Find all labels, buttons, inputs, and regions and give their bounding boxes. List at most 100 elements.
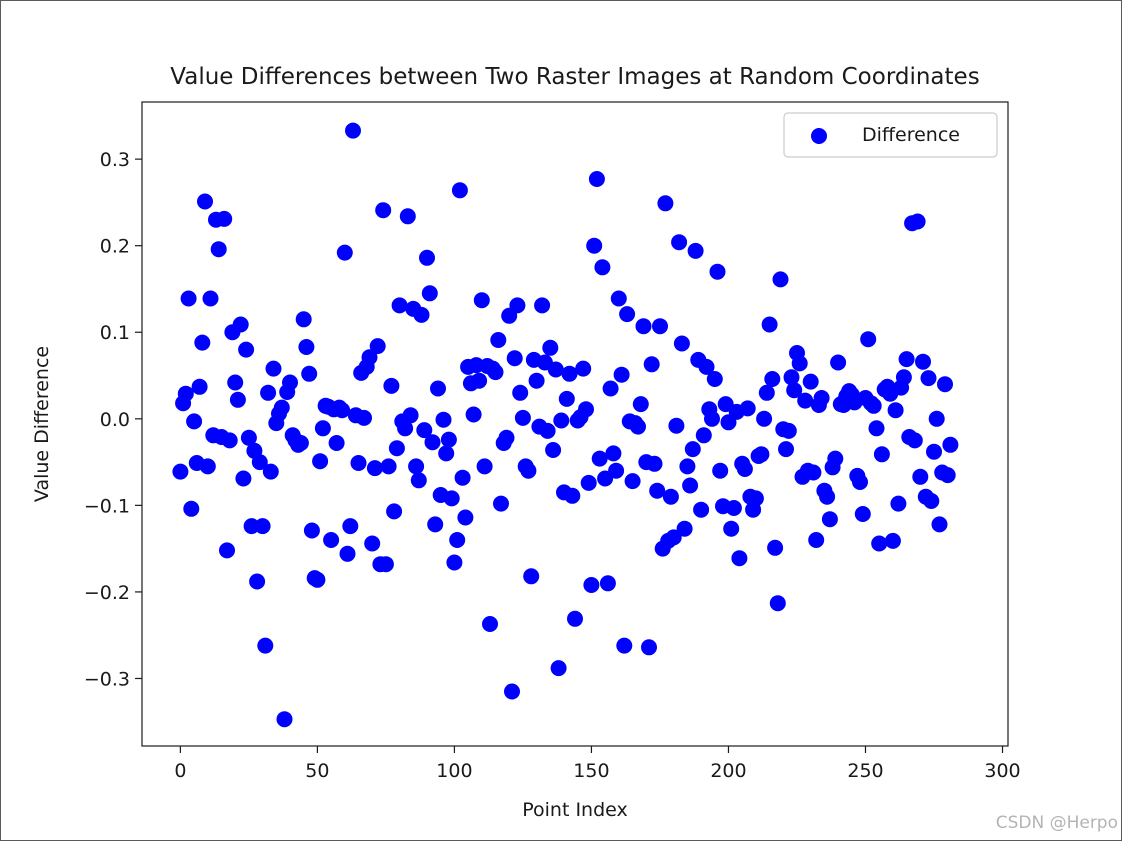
data-point [542,339,559,356]
data-point [736,461,753,477]
data-point [613,366,630,383]
data-point [361,349,378,366]
data-point [676,520,693,537]
data-point [594,259,611,276]
data-point [871,535,888,552]
data-point [402,407,419,424]
data-point [257,637,274,654]
data-point [591,450,608,467]
data-point [235,470,252,487]
data-point [558,390,575,407]
data-point [641,639,657,656]
data-point [652,318,668,335]
data-point [512,384,529,401]
data-point [528,372,545,389]
data-point [599,575,616,592]
data-point [350,455,367,471]
data-point [303,522,320,539]
legend: Difference [783,112,998,158]
data-point [884,532,901,549]
data-point [928,410,945,427]
data-point [854,506,871,522]
data-point [578,401,594,418]
data-point [328,435,345,451]
data-point [764,371,781,387]
data-point [791,355,808,372]
x-tick-label: 300 [984,760,1020,782]
watermark: CSDN @Herpo [995,813,1118,833]
data-point [251,454,268,471]
data-point [446,554,463,571]
data-point [509,297,526,314]
data-point [430,380,446,397]
data-point [698,358,715,375]
data-point [687,242,704,259]
data-point [942,436,959,453]
data-point [668,417,685,434]
data-point [561,365,578,382]
data-point [619,306,636,323]
data-point [575,360,592,377]
data-point [520,462,537,479]
data-point [314,420,331,437]
data-point [410,472,427,489]
data-point [723,520,740,537]
x-axis-label: Point Index [522,799,628,821]
data-point [909,213,926,230]
data-point [747,490,764,507]
data-point [440,431,457,448]
data-point [610,290,627,307]
data-point [786,382,803,399]
data-point [356,409,372,426]
data-point [939,467,956,484]
data-point [931,516,948,533]
data-point [260,384,277,401]
data-point [292,435,309,451]
data-point [915,353,931,370]
x-tick-label: 200 [710,760,746,782]
data-point [364,535,381,552]
data-point [923,493,940,509]
data-point [665,529,682,546]
y-tick-label: 0.1 [100,322,130,344]
data-point [391,297,408,314]
data-point [498,429,515,446]
data-point [191,378,208,395]
data-point [506,350,523,367]
data-point [457,509,474,526]
data-point [397,420,414,437]
data-point [249,573,266,590]
data-point [662,488,679,505]
data-point [624,473,641,490]
data-point [229,391,246,408]
data-point [805,464,822,481]
data-point [783,369,800,386]
data-point [342,518,359,535]
data-point [821,511,838,528]
data-point [443,490,460,507]
x-axis-ticks: 0 50 100 150 200 250 300 [174,746,1021,782]
data-point [172,463,189,480]
data-point [295,311,312,328]
data-point [534,297,551,314]
data-point [227,374,244,391]
data-point [202,290,219,307]
data-point [739,400,756,417]
data-point [399,208,416,225]
data-point [438,445,455,462]
data-point [449,532,466,548]
data-point [545,442,562,458]
data-point [276,711,293,728]
data-point [504,683,520,700]
data-point [912,468,929,485]
data-point [630,418,646,435]
data-point [772,271,789,288]
data-point [221,432,238,449]
x-tick-label: 0 [174,760,186,782]
data-point [197,193,213,210]
data-point [860,331,877,348]
data-point [523,568,540,585]
data-point [345,122,361,139]
data-point [679,458,696,475]
